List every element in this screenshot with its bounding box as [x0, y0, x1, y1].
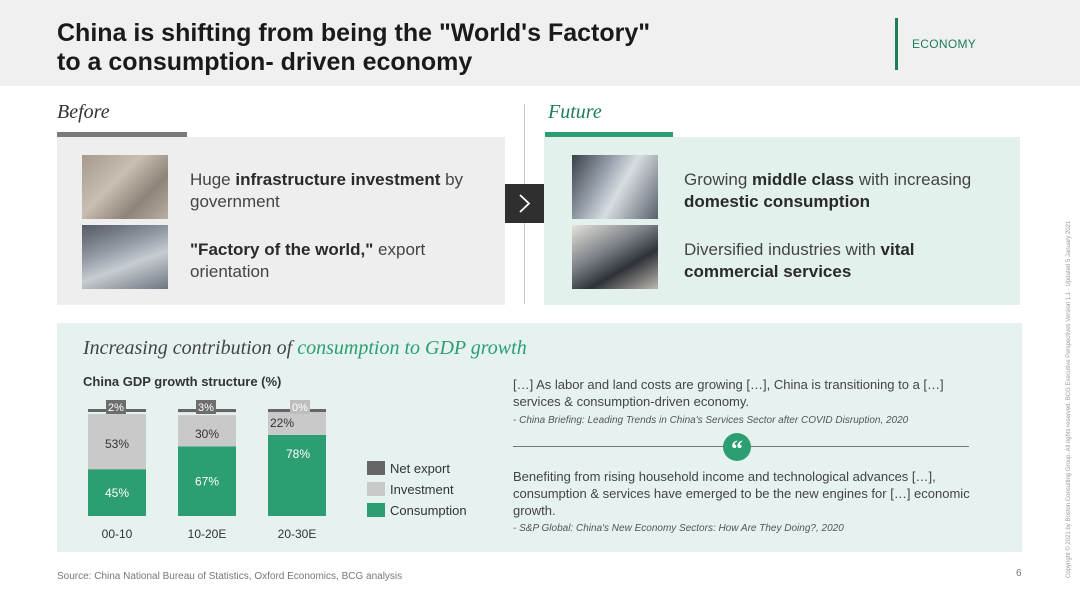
future-label: Future [548, 101, 602, 123]
data-label-investment-00-10: 53% [105, 437, 129, 451]
copyright-note: Copyright © 2021 by Boston Consulting Gr… [1066, 220, 1072, 578]
chevron-right-icon [519, 194, 531, 213]
quote-1-source: - China Briefing: Leading Trends in Chin… [513, 415, 909, 426]
category-label-00-10: 00-10 [102, 527, 133, 541]
data-label-investment-10-20e: 30% [195, 427, 219, 441]
bar-consumption-00-10 [88, 469, 146, 516]
legend-swatch-consumption [367, 503, 385, 517]
before-label: Before [57, 101, 110, 123]
legend-label-investment: Investment [390, 482, 454, 497]
chart-title: China GDP growth structure (%) [83, 374, 282, 389]
before-item-infrastructure: Huge infrastructure investment by govern… [190, 170, 464, 211]
title-line-2: to a consumption- driven economy [57, 48, 473, 76]
future-item-middle-class: Growing middle class with increasing dom… [684, 170, 972, 211]
legend-swatch-investment [367, 482, 385, 496]
legend-swatch-net-export [367, 461, 385, 475]
data-label-net-export-20-30e: 0% [292, 402, 308, 414]
tag-accent-bar [895, 18, 898, 70]
bar-investment-10-20e [178, 415, 236, 447]
data-label-consumption-10-20e: 67% [195, 474, 219, 488]
transition-arrow [505, 184, 544, 223]
before-item-factory: "Factory of the world," export orientati… [190, 240, 426, 281]
construction-site-photo [82, 155, 168, 219]
quote-mark-icon: “ [723, 433, 751, 463]
data-label-net-export-10-20e: 3% [198, 402, 214, 414]
bar-investment-20-30e [268, 412, 326, 435]
category-label-20-30e: 20-30E [278, 527, 317, 541]
source-note: Source: China National Bureau of Statist… [57, 571, 403, 582]
bar-consumption-20-30e [268, 434, 326, 516]
page-title: China is shifting from being the "World'… [57, 19, 817, 77]
quote-1-text: […] As labor and land costs are growing … [513, 377, 944, 409]
future-item-services: Diversified industries with vital commer… [684, 240, 915, 281]
data-label-investment-20-30e: 22% [270, 416, 294, 430]
quote-2-text: Benefiting from rising household income … [513, 469, 970, 518]
net-export-badge-10-20e [196, 400, 216, 414]
data-label-net-export-00-10: 2% [108, 402, 124, 414]
data-label-consumption-20-30e: 78% [286, 447, 310, 461]
future-underline [545, 132, 673, 137]
family-shopping-photo [572, 155, 658, 219]
legend-label-consumption: Consumption [390, 503, 467, 518]
bar-consumption-10-20e [178, 446, 236, 516]
header-band [0, 0, 1080, 86]
title-line-1: China is shifting from being the "World'… [57, 19, 651, 47]
bar-investment-00-10 [88, 414, 146, 470]
data-label-consumption-00-10: 45% [105, 486, 129, 500]
business-meeting-photo [572, 225, 658, 289]
net-export-badge-00-10 [106, 400, 126, 414]
gdp-chart: 45% 53% 2% 00-10 67% 30% 3% 10-20E 78% 22% 0% 20-30… [88, 400, 326, 541]
before-underline [57, 132, 187, 137]
factory-workers-photo [82, 225, 168, 289]
quote-2-source: - S&P Global: China's New Economy Sector… [513, 523, 844, 534]
section-tag: ECONOMY [912, 37, 977, 51]
bottom-heading: Increasing contribution of consumption t… [83, 337, 527, 359]
category-label-10-20e: 10-20E [188, 527, 227, 541]
page-number: 6 [1016, 568, 1022, 579]
net-export-badge-20-30e [290, 400, 310, 414]
legend-label-net-export: Net export [390, 461, 450, 476]
